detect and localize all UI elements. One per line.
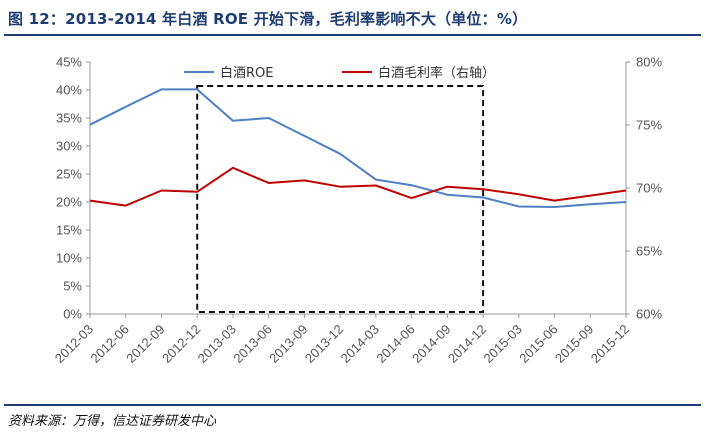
legend-label: 白酒毛利率（右轴） xyxy=(378,65,495,81)
left-axis-tick-label: 40% xyxy=(56,83,82,98)
x-axis-tick-label: 2015-12 xyxy=(588,322,632,366)
right-axis-tick-label: 70% xyxy=(636,181,662,196)
title-divider xyxy=(4,34,701,36)
x-axis-tick-label: 2015-09 xyxy=(552,322,596,366)
left-axis-tick-label: 45% xyxy=(56,55,82,70)
chart-legend: 白酒ROE 白酒毛利率（右轴） xyxy=(184,65,495,81)
right-axis-tick-label: 75% xyxy=(636,118,662,133)
right-axis-tick-label: 80% xyxy=(636,55,662,70)
x-axis-tick-label: 2015-06 xyxy=(516,322,560,366)
x-axis-tick-label: 2012-12 xyxy=(159,322,203,366)
left-axis-tick-label: 5% xyxy=(63,279,82,294)
x-axis-tick-label: 2012-06 xyxy=(88,322,132,366)
x-axis-tick-label: 2012-03 xyxy=(52,322,96,366)
x-axis-tick-label: 2013-03 xyxy=(195,322,239,366)
chart-title: 图 12：2013-2014 年白酒 ROE 开始下滑，毛利率影响不大（单位：%… xyxy=(8,10,528,28)
source-note: 资料来源：万得，信达证券研发中心 xyxy=(8,414,217,429)
highlight-box xyxy=(196,85,485,313)
series-line-gross-margin xyxy=(89,166,627,207)
x-axis-tick-label: 2014-09 xyxy=(409,322,453,366)
x-axis-tick-label: 2014-06 xyxy=(373,322,417,366)
chart-axes: 0% 5% 10% 15% 20% 25% 30% 35% 40% 45% 60% 65% 70% 75%… xyxy=(52,55,663,366)
right-axis-tick-label: 60% xyxy=(636,307,662,322)
chart-series xyxy=(89,88,627,208)
left-axis-tick-label: 20% xyxy=(56,195,82,210)
left-axis-tick-label: 10% xyxy=(56,251,82,266)
footer-divider xyxy=(4,404,701,406)
x-axis-tick-label: 2012-09 xyxy=(123,322,167,366)
legend-label: 白酒ROE xyxy=(220,65,273,81)
line-chart: 0% 5% 10% 15% 20% 25% 30% 35% 40% 45% 60% 65% 70% 75%… xyxy=(52,55,663,366)
left-axis-tick-label: 25% xyxy=(56,167,82,182)
x-axis-tick-label: 2013-06 xyxy=(230,322,274,366)
highlight-box-group xyxy=(196,85,485,313)
right-axis-tick-label: 65% xyxy=(636,244,662,259)
x-axis-tick-label: 2013-12 xyxy=(302,322,346,366)
x-axis-tick-label: 2013-09 xyxy=(266,322,310,366)
x-axis-tick-label: 2014-03 xyxy=(338,322,382,366)
left-axis-tick-label: 0% xyxy=(63,307,82,322)
x-axis-tick-label: 2015-03 xyxy=(481,322,525,366)
left-axis-tick-label: 15% xyxy=(56,223,82,238)
left-axis-tick-label: 30% xyxy=(56,139,82,154)
x-axis-tick-label: 2014-12 xyxy=(445,322,489,366)
left-axis-tick-label: 35% xyxy=(56,111,82,126)
series-line-roe xyxy=(89,88,627,208)
